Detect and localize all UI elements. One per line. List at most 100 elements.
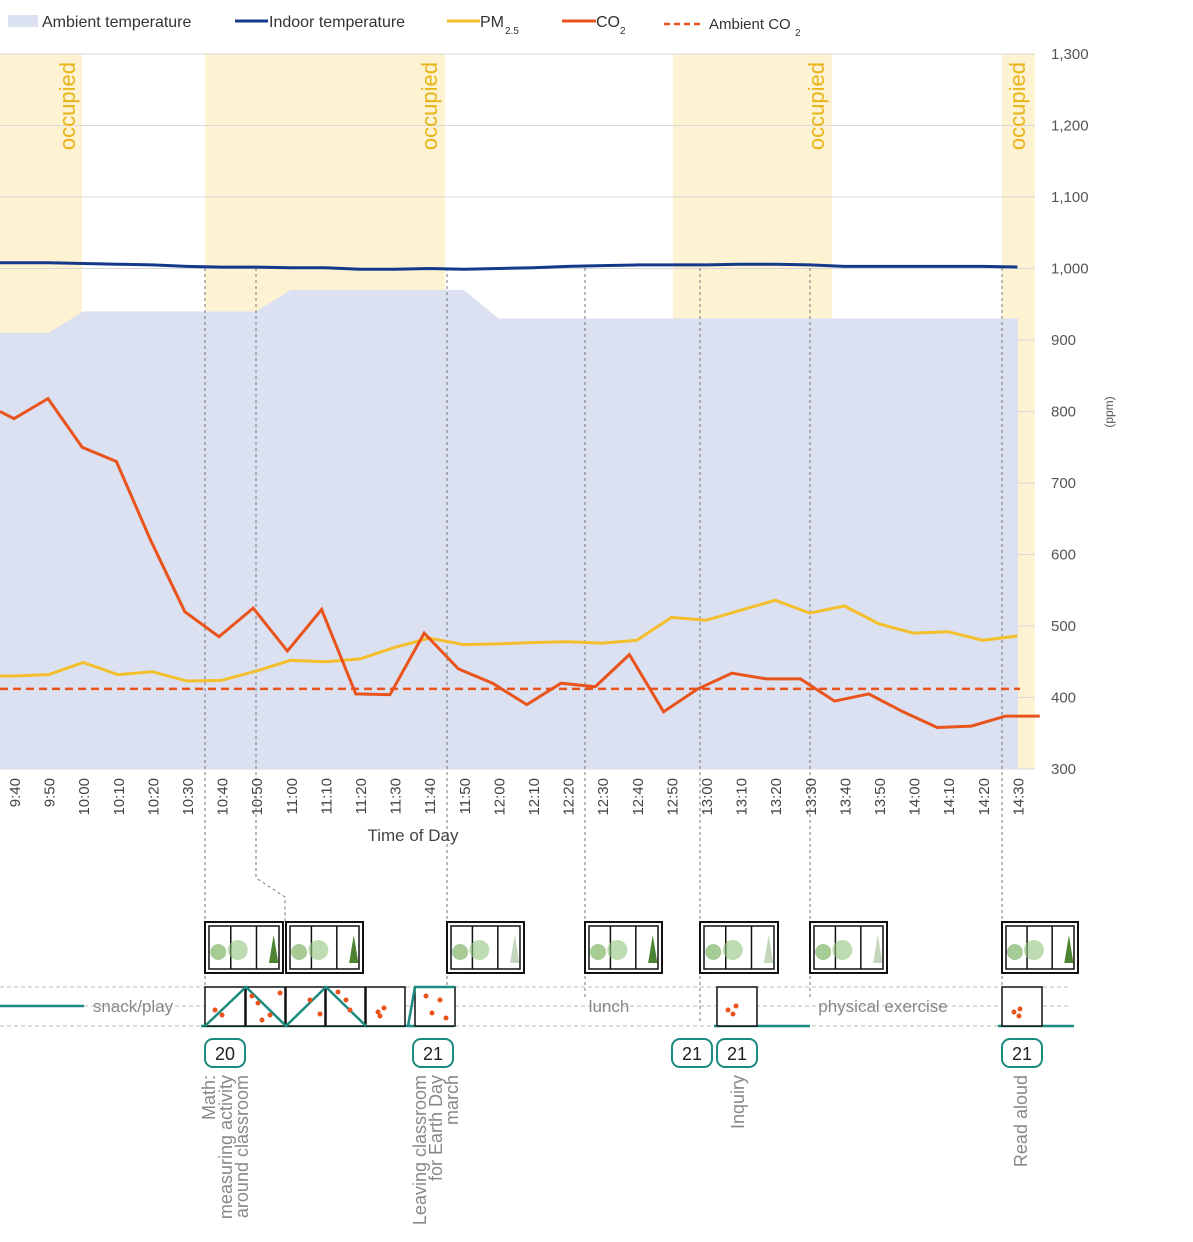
student-dot	[255, 1000, 261, 1006]
activity-box	[414, 986, 456, 1027]
window-door-icon	[204, 921, 284, 974]
activity-caption: march	[442, 1075, 462, 1125]
activity-caption: around classroom	[232, 1075, 252, 1218]
co2-line	[0, 396, 1040, 730]
x-tick-label: 10:40	[215, 778, 232, 816]
tree-icon	[227, 940, 248, 960]
legend-label: Ambient CO	[709, 16, 791, 33]
student-dot	[733, 1003, 739, 1009]
occupied-label: occupied	[417, 62, 442, 150]
tree-icon	[607, 940, 628, 960]
y-tick-label: 1,200	[1051, 118, 1089, 135]
y-tick-label: 800	[1051, 404, 1076, 421]
student-dot	[375, 1009, 381, 1015]
window-inner	[813, 925, 884, 970]
student-dot	[267, 1012, 273, 1018]
tree-icon	[815, 944, 832, 960]
window-inner	[1005, 925, 1075, 970]
legend-subscript: 2	[620, 26, 626, 37]
x-axis-label: Time of Day	[367, 826, 459, 845]
x-tick-label: 13:00	[699, 778, 716, 816]
y-tick-label: 300	[1051, 761, 1076, 778]
x-tick-label: 13:50	[872, 778, 889, 816]
y-tick-label: 700	[1051, 475, 1076, 492]
student-dot	[259, 1017, 265, 1023]
tree-icon	[705, 944, 722, 960]
x-tick-label: 14:10	[941, 778, 958, 816]
window-inner	[208, 925, 280, 970]
x-tick-label: 12:20	[561, 778, 578, 816]
tree-icon	[349, 935, 359, 963]
activity-caption: Leaving classroom	[410, 1075, 430, 1225]
tree-icon	[1023, 940, 1044, 960]
tree-icon	[648, 935, 658, 963]
x-tick-label: 11:00	[284, 778, 301, 814]
occupancy-count: 21	[1012, 1044, 1032, 1064]
occupied-label: occupied	[804, 62, 829, 150]
student-dot	[343, 997, 349, 1003]
x-tick-label: 10:30	[180, 778, 197, 816]
occupied-label: occupied	[1005, 62, 1030, 150]
x-tick-label: 12:30	[595, 778, 612, 816]
tree-icon	[308, 940, 329, 960]
occupancy-count: 20	[215, 1044, 235, 1064]
activity-caption: for Earth Day	[426, 1075, 446, 1181]
tree-icon	[873, 935, 883, 963]
window-icon	[699, 921, 779, 974]
x-tick-label: 13:30	[803, 778, 820, 816]
x-tick-label: 12:50	[664, 778, 681, 816]
window-door-icon	[584, 921, 663, 974]
activity-caption: measuring activity	[216, 1075, 236, 1219]
x-tick-label: 10:10	[111, 778, 128, 816]
legend-label: Indoor temperature	[269, 14, 405, 31]
activity-caption: Inquiry	[728, 1075, 748, 1129]
student-dot	[219, 1012, 225, 1018]
x-tick-label: 11:30	[388, 778, 405, 814]
tree-icon	[469, 940, 490, 960]
occupancy-badge	[1001, 1038, 1043, 1068]
occupancy-count: 21	[727, 1044, 747, 1064]
x-tick-label: 12:00	[491, 778, 508, 816]
window-door-icon	[285, 921, 364, 974]
x-tick-label: 14:20	[976, 778, 993, 816]
x-tick-label: 10:20	[145, 778, 162, 816]
student-dot	[1016, 1013, 1022, 1019]
window-inner	[289, 925, 360, 970]
activity-caption: Read aloud	[1011, 1075, 1031, 1167]
y-axis-label: (ppm)	[1102, 396, 1116, 427]
legend-label: Ambient temperature	[42, 14, 192, 31]
student-dot	[307, 997, 313, 1003]
x-tick-label: 14:30	[1010, 778, 1027, 816]
student-dot	[335, 989, 341, 995]
x-tick-label: 13:10	[734, 778, 751, 816]
legend-swatch-ambient-temperature	[8, 15, 38, 27]
student-dot	[443, 1015, 449, 1021]
legend-subscript: 2.5	[505, 26, 519, 37]
x-tick-label: 9:40	[7, 778, 24, 807]
student-dot	[437, 997, 443, 1003]
tree-icon	[1064, 935, 1074, 963]
window-inner	[588, 925, 659, 970]
activity-label-physical-exercise: physical exercise	[818, 997, 947, 1016]
x-tick-label: 14:00	[907, 778, 924, 816]
tree-icon	[590, 944, 607, 960]
legend-subscript: 2	[795, 28, 801, 39]
legend-label: CO	[596, 14, 620, 31]
tree-icon	[452, 944, 469, 960]
x-tick-label: 12:40	[630, 778, 647, 816]
tree-icon	[1006, 944, 1023, 960]
student-dot	[249, 993, 255, 999]
tree-icon	[291, 944, 308, 960]
x-tick-label: 13:40	[837, 778, 854, 816]
window-icon	[446, 921, 525, 974]
tree-icon	[763, 935, 774, 963]
y-tick-label: 1,100	[1051, 189, 1089, 206]
activity-caption: Math:	[199, 1075, 219, 1120]
movement-zigzag	[204, 985, 367, 1028]
y-tick-label: 900	[1051, 332, 1076, 349]
window-inner	[450, 925, 521, 970]
occupied-label: occupied	[55, 62, 80, 150]
legend-label: PM	[480, 14, 504, 31]
window-door-icon	[1001, 921, 1079, 974]
